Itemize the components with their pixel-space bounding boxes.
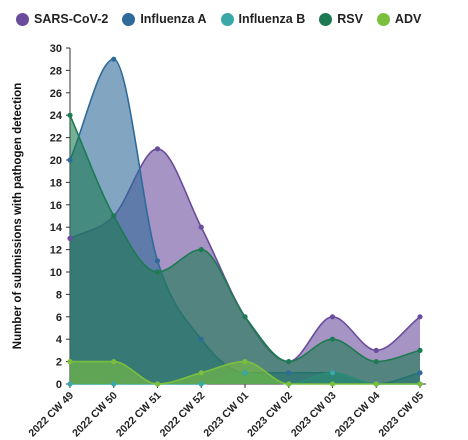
y-axis-title: Number of submissions with pathogen dete… <box>12 83 24 349</box>
y-tick-label: 30 <box>50 43 62 55</box>
y-tick-label: 6 <box>56 312 62 324</box>
point-influenza-a <box>286 370 292 376</box>
point-adv <box>198 370 204 376</box>
point-influenza-a <box>154 258 161 264</box>
y-tick-label: 24 <box>50 110 63 122</box>
line-rsv <box>69 114 421 363</box>
point-sars-cov-2 <box>417 314 423 320</box>
y-tick-label: 22 <box>50 133 62 145</box>
point-rsv <box>67 112 73 118</box>
point-influenza-a <box>198 336 204 342</box>
point-rsv <box>154 269 161 275</box>
legend-item-influenza-b[interactable]: Influenza B <box>220 12 306 26</box>
point-rsv <box>111 213 117 219</box>
y-tick-label: 12 <box>50 245 62 257</box>
legend-marker <box>122 12 136 26</box>
point-sars-cov-2 <box>67 235 73 241</box>
point-adv <box>417 381 423 387</box>
point-influenza-b <box>329 370 336 376</box>
point-adv <box>111 359 117 365</box>
y-tick-label: 10 <box>50 267 62 279</box>
point-influenza-b <box>111 381 117 387</box>
point-rsv <box>417 347 423 353</box>
point-adv <box>373 381 379 387</box>
y-tick-label: 28 <box>50 65 62 77</box>
y-tick-label: 16 <box>50 200 62 212</box>
point-influenza-b <box>67 381 73 387</box>
point-adv <box>154 381 161 387</box>
legend-item-rsv[interactable]: RSV <box>319 12 363 26</box>
x-tick-label: 2022 CW 49 <box>26 390 76 440</box>
x-tick-label: 2022 CW 50 <box>70 390 120 440</box>
y-tick-label: 0 <box>56 379 62 391</box>
area-rsv <box>70 115 420 384</box>
point-influenza-a <box>417 370 423 376</box>
x-tick-label: 2022 CW 51 <box>114 390 164 440</box>
point-adv <box>286 381 292 387</box>
legend-item-influenza-a[interactable]: Influenza A <box>122 12 207 26</box>
x-tick-label: 2023 CW 02 <box>245 390 295 440</box>
y-tick-label: 26 <box>50 88 62 100</box>
point-adv <box>329 381 336 387</box>
legend: SARS-CoV-2 Influenza A Influenza B RSV ADV <box>16 6 456 32</box>
point-influenza-b <box>242 370 248 376</box>
point-sars-cov-2 <box>154 146 161 152</box>
legend-label: ADV <box>394 12 422 26</box>
point-rsv <box>329 336 336 342</box>
point-rsv <box>286 359 292 365</box>
y-tick-label: 18 <box>50 177 62 189</box>
legend-label: RSV <box>337 12 363 26</box>
point-influenza-a <box>67 157 73 163</box>
point-adv <box>242 359 248 365</box>
point-influenza-b <box>198 381 204 387</box>
y-tick-label: 8 <box>56 289 62 301</box>
point-sars-cov-2 <box>329 314 336 320</box>
y-tick-label: 14 <box>50 222 63 234</box>
legend-label: SARS-CoV-2 <box>34 12 109 26</box>
x-tick-label: 2023 CW 03 <box>289 390 339 440</box>
x-tick-label: 2023 CW 05 <box>376 390 426 440</box>
legend-item-adv[interactable]: ADV <box>376 12 422 26</box>
point-rsv <box>373 359 379 365</box>
y-tick-label: 4 <box>56 334 63 346</box>
point-sars-cov-2 <box>198 224 204 230</box>
legend-label: Influenza B <box>238 12 306 26</box>
x-tick-label: 2023 CW 04 <box>333 390 383 440</box>
x-tick-label: 2022 CW 52 <box>158 390 208 440</box>
point-influenza-a <box>111 56 117 62</box>
x-tick-label: 2023 CW 01 <box>201 390 251 440</box>
point-rsv <box>198 247 204 253</box>
y-tick-label: 20 <box>50 155 62 167</box>
point-sars-cov-2 <box>373 347 379 353</box>
legend-label: Influenza A <box>140 12 207 26</box>
point-rsv <box>242 314 248 320</box>
legend-marker <box>16 12 29 26</box>
legend-item-sars-cov-2[interactable]: SARS-CoV-2 <box>16 12 108 26</box>
point-adv <box>67 359 73 365</box>
y-tick-label: 2 <box>56 357 62 369</box>
legend-marker <box>220 12 234 26</box>
legend-marker <box>376 12 390 26</box>
legend-marker <box>319 12 333 26</box>
